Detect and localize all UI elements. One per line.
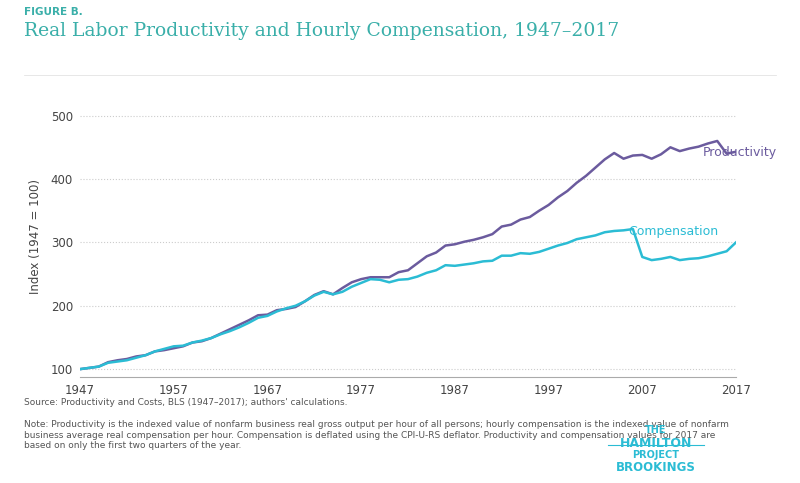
Text: Source: Productivity and Costs, BLS (1947–2017); authors' calculations.: Source: Productivity and Costs, BLS (194… xyxy=(24,398,347,408)
Text: Note: Productivity is the indexed value of nonfarm business real gross output pe: Note: Productivity is the indexed value … xyxy=(24,420,729,450)
Text: Productivity: Productivity xyxy=(703,146,778,159)
Text: Compensation: Compensation xyxy=(628,225,718,238)
Text: Real Labor Productivity and Hourly Compensation, 1947–2017: Real Labor Productivity and Hourly Compe… xyxy=(24,22,619,40)
Text: BROOKINGS: BROOKINGS xyxy=(616,461,696,474)
Text: THE: THE xyxy=(646,425,666,435)
Text: HAMILTON: HAMILTON xyxy=(620,437,692,450)
Y-axis label: Index (1947 = 100): Index (1947 = 100) xyxy=(30,179,42,294)
Text: FIGURE B.: FIGURE B. xyxy=(24,7,82,17)
Text: PROJECT: PROJECT xyxy=(633,450,679,460)
